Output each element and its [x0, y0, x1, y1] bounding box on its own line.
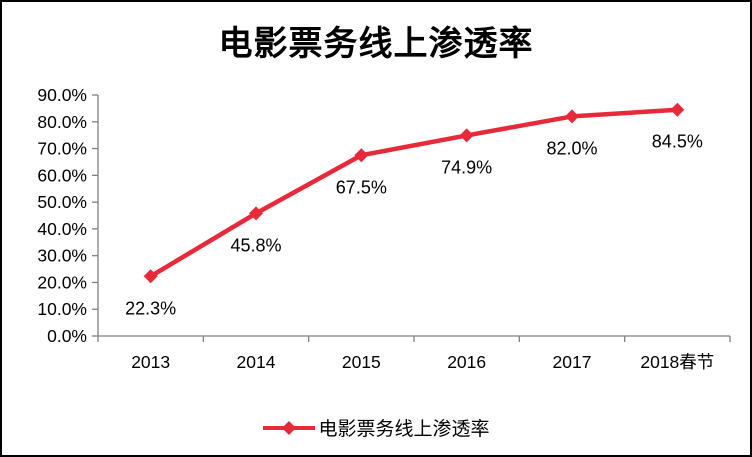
chart-legend: 电影票务线上渗透率: [2, 414, 750, 441]
x-axis-category-label: 2013: [131, 352, 170, 372]
y-axis-tick-label: 50.0%: [37, 192, 87, 212]
data-point-label: 82.0%: [546, 138, 597, 158]
y-axis-tick-label: 90.0%: [37, 85, 87, 105]
data-point-marker: [670, 102, 685, 117]
y-axis-tick-label: 0.0%: [47, 326, 87, 346]
y-axis-tick-label: 10.0%: [37, 299, 87, 319]
x-axis-category-label: 2015: [342, 352, 381, 372]
data-point-marker: [459, 128, 474, 143]
y-axis-tick-label: 60.0%: [37, 165, 87, 185]
x-axis-category-label: 2018春节: [640, 352, 714, 372]
legend-series-label: 电影票务线上渗透率: [318, 419, 490, 440]
data-point-label: 45.8%: [230, 235, 281, 255]
y-axis-tick-label: 20.0%: [37, 272, 87, 292]
data-point-label: 22.3%: [125, 298, 176, 318]
data-point-label: 84.5%: [652, 132, 703, 152]
data-point-marker: [249, 206, 263, 221]
data-point-label: 74.9%: [441, 157, 492, 177]
data-point-label: 67.5%: [336, 177, 387, 197]
y-axis-tick-label: 30.0%: [37, 246, 87, 266]
data-point-marker: [354, 148, 369, 163]
x-axis-category-label: 2016: [447, 352, 486, 372]
data-point-marker: [143, 269, 158, 284]
legend-line-marker-icon: [263, 420, 316, 435]
x-axis-category-label: 2017: [553, 352, 592, 372]
x-axis-category-label: 2014: [237, 352, 276, 372]
chart-title: 电影票务线上渗透率: [218, 26, 534, 63]
y-axis-tick-label: 70.0%: [37, 139, 87, 159]
series-line: [148, 107, 680, 279]
y-axis-tick-label: 80.0%: [37, 112, 87, 132]
data-point-marker: [565, 109, 579, 124]
y-axis-tick-label: 40.0%: [37, 219, 87, 239]
